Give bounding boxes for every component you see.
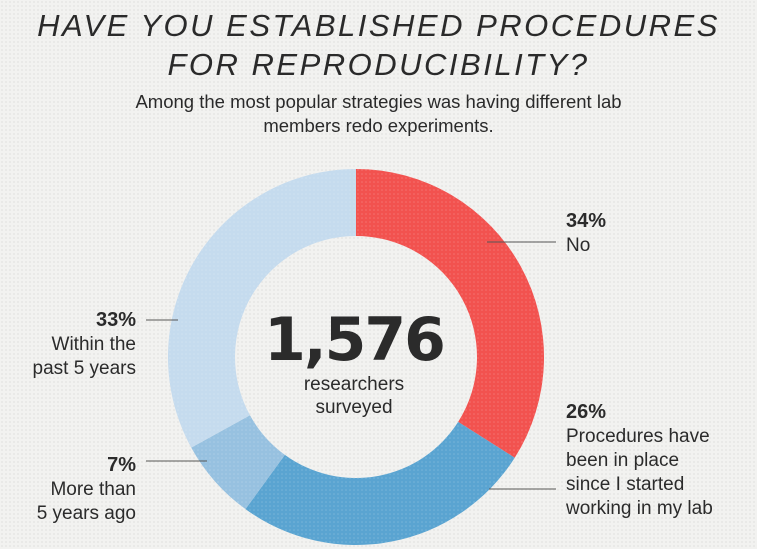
- slice-percent-label-1: 34%: [566, 210, 606, 232]
- center-total-number: 1,576: [264, 305, 444, 375]
- chart-title-line-1: HAVE YOU ESTABLISHED PROCEDURES: [37, 8, 720, 43]
- donut-slices: [167, 168, 544, 545]
- slice-description-4-line-1: Within the: [52, 334, 136, 355]
- slice-description-2-line-2: been in place: [566, 450, 679, 471]
- chart-subtitle-line-2: members redo experiments.: [263, 115, 494, 136]
- slice-description-3-line-1: More than: [50, 479, 136, 500]
- slice-description-2-line-4: working in my lab: [565, 498, 713, 519]
- slice-description-1-line-1: No: [566, 235, 590, 256]
- leader-lines: [146, 241, 556, 490]
- chart-title: HAVE YOU ESTABLISHED PROCEDURES FOR REPR…: [0, 6, 757, 84]
- slice-percent-label-3: 7%: [107, 454, 136, 476]
- slice-description-3-line-2: 5 years ago: [37, 503, 136, 524]
- chart-subtitle-line-1: Among the most popular strategies was ha…: [135, 91, 622, 112]
- slice-percent-label-2: 26%: [566, 401, 606, 423]
- chart-subtitle: Among the most popular strategies was ha…: [0, 90, 757, 138]
- donut-slice-texture-3: [191, 415, 285, 510]
- center-label-line-2: surveyed: [315, 397, 392, 418]
- slice-description-2-line-1: Procedures have: [566, 426, 710, 447]
- donut-slice-texture-4: [167, 168, 356, 448]
- slice-description-2-line-3: since I started: [566, 474, 684, 495]
- slice-description-4-line-2: past 5 years: [33, 358, 137, 379]
- center-label-line-1: researchers: [304, 374, 404, 395]
- slice-labels: 34% No 26% Procedures have been in place sinc…: [33, 210, 713, 524]
- chart-title-line-2: FOR REPRODUCIBILITY?: [167, 47, 590, 82]
- donut-slice-texture-2: [245, 421, 515, 545]
- slice-percent-label-4: 33%: [96, 309, 136, 331]
- donut-slice-texture-1: [356, 169, 544, 458]
